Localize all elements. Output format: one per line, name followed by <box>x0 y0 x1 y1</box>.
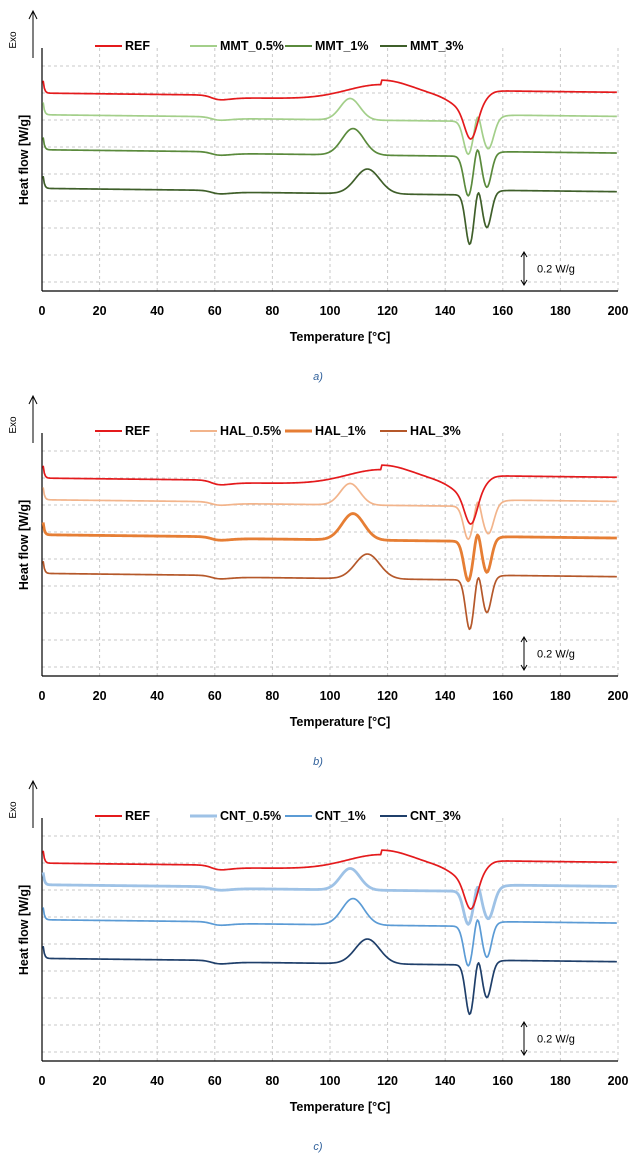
x-axis-label: Temperature [°C] <box>290 330 391 344</box>
legend-label: REF <box>125 424 150 438</box>
y-axis-label: Heat flow [W/g] <box>17 885 31 975</box>
legend-label: HAL_0.5% <box>220 424 281 438</box>
series-line <box>41 512 618 583</box>
y-axis-label: Heat flow [W/g] <box>17 115 31 205</box>
x-tick-label: 140 <box>435 1074 456 1088</box>
x-tick-label: 160 <box>492 304 513 318</box>
legend-label: REF <box>125 809 150 823</box>
panel-caption: b) <box>313 756 323 768</box>
x-tick-label: 200 <box>608 304 629 318</box>
x-tick-label: 180 <box>550 689 571 703</box>
legend-label: MMT_1% <box>315 39 368 53</box>
legend-label: MMT_0.5% <box>220 39 284 53</box>
exo-arrowhead <box>28 9 38 20</box>
scale-bar-label: 0.2 W/g <box>537 264 575 276</box>
x-tick-label: 60 <box>208 689 222 703</box>
scale-arrow-up <box>520 251 528 258</box>
series-line <box>42 849 617 910</box>
series-line <box>42 97 617 156</box>
chart-svg-a: 0 20 40 60 80 100 120 140 160 180 200 Exo Heat flow … <box>8 9 629 383</box>
chart-panel-b: 0 20 40 60 80 100 120 140 160 180 200 Exo Heat flow … <box>0 385 635 770</box>
x-tick-label: 180 <box>550 1074 571 1088</box>
series-line <box>42 553 617 631</box>
x-tick-label: 0 <box>39 689 46 703</box>
x-axis-label: Temperature [°C] <box>290 715 391 729</box>
scale-arrow-down <box>520 279 528 286</box>
scale-arrow-up <box>520 1021 528 1028</box>
exo-arrowhead <box>28 779 38 790</box>
legend-label: CNT_3% <box>410 809 461 823</box>
x-tick-label: 40 <box>150 689 164 703</box>
x-tick-label: 20 <box>93 304 107 318</box>
series-line <box>42 168 617 246</box>
legend-label: REF <box>125 39 150 53</box>
x-tick-label: 20 <box>93 1074 107 1088</box>
x-tick-label: 100 <box>320 689 341 703</box>
legend-label: CNT_0.5% <box>220 809 281 823</box>
series-line <box>42 464 617 525</box>
x-tick-label: 200 <box>608 689 629 703</box>
panel-caption: c) <box>313 1141 323 1153</box>
x-tick-label: 120 <box>377 689 398 703</box>
x-tick-label: 80 <box>265 304 279 318</box>
series-line <box>42 79 617 140</box>
x-tick-label: 60 <box>208 1074 222 1088</box>
x-tick-label: 40 <box>150 1074 164 1088</box>
exo-label: Exo <box>8 31 19 49</box>
legend-label: CNT_1% <box>315 809 366 823</box>
x-tick-label: 80 <box>265 689 279 703</box>
x-tick-label: 80 <box>265 1074 279 1088</box>
y-axis-label: Heat flow [W/g] <box>17 500 31 590</box>
series-line <box>41 867 618 926</box>
x-tick-label: 140 <box>435 689 456 703</box>
x-tick-label: 60 <box>208 304 222 318</box>
x-tick-label: 160 <box>492 689 513 703</box>
x-tick-label: 200 <box>608 1074 629 1088</box>
legend-label: HAL_1% <box>315 424 366 438</box>
x-tick-label: 0 <box>39 1074 46 1088</box>
x-tick-label: 100 <box>320 304 341 318</box>
scale-arrow-down <box>520 664 528 671</box>
x-tick-label: 120 <box>377 304 398 318</box>
series-line <box>42 897 617 967</box>
x-tick-label: 160 <box>492 1074 513 1088</box>
scale-bar-label: 0.2 W/g <box>537 649 575 661</box>
scale-bar-label: 0.2 W/g <box>537 1034 575 1046</box>
series-line <box>42 482 617 541</box>
exo-label: Exo <box>8 416 19 434</box>
exo-label: Exo <box>8 801 19 819</box>
x-tick-label: 40 <box>150 304 164 318</box>
series-line <box>42 938 617 1016</box>
x-tick-label: 140 <box>435 304 456 318</box>
legend-label: MMT_3% <box>410 39 463 53</box>
chart-svg-b: 0 20 40 60 80 100 120 140 160 180 200 Exo Heat flow … <box>8 394 629 768</box>
exo-arrowhead <box>28 394 38 405</box>
chart-panel-a: 0 20 40 60 80 100 120 140 160 180 200 Exo Heat flow … <box>0 0 635 385</box>
legend-label: HAL_3% <box>410 424 461 438</box>
scale-arrow-down <box>520 1049 528 1056</box>
x-tick-label: 180 <box>550 304 571 318</box>
x-tick-label: 100 <box>320 1074 341 1088</box>
x-tick-label: 0 <box>39 304 46 318</box>
scale-arrow-up <box>520 636 528 643</box>
series-line <box>42 127 617 197</box>
x-tick-label: 20 <box>93 689 107 703</box>
x-axis-label: Temperature [°C] <box>290 1100 391 1114</box>
x-tick-label: 120 <box>377 1074 398 1088</box>
panel-caption: a) <box>313 371 323 383</box>
chart-svg-c: 0 20 40 60 80 100 120 140 160 180 200 Exo Heat flow … <box>8 779 629 1153</box>
chart-panel-c: 0 20 40 60 80 100 120 140 160 180 200 Exo Heat flow … <box>0 770 635 1155</box>
